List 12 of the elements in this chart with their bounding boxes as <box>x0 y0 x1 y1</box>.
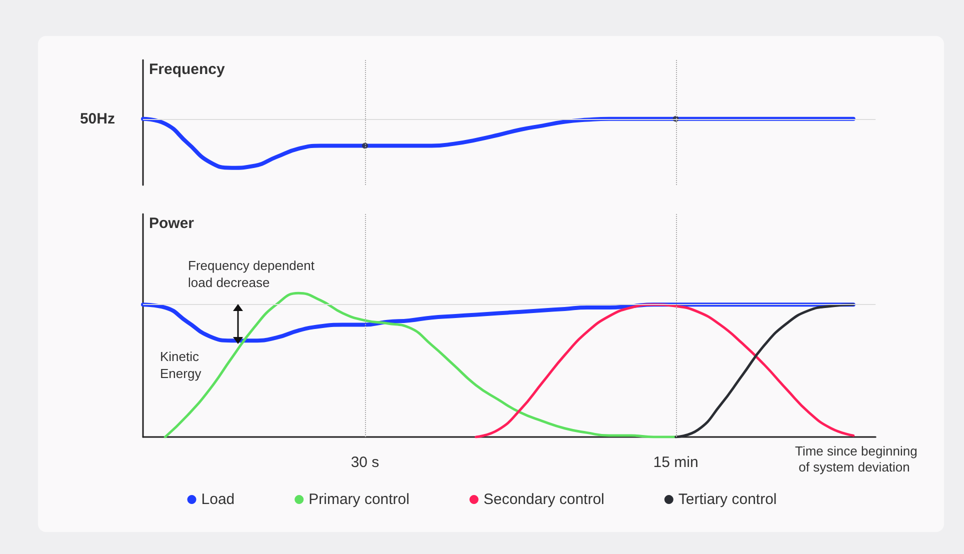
annotation: Kinetic Energy <box>160 349 203 381</box>
x-tick-label: 30 s <box>350 454 380 471</box>
y-axis-title: Power <box>149 215 194 232</box>
ref-line-label: 50Hz <box>80 110 115 128</box>
text: Frequency dependent load decrease <box>188 258 318 290</box>
legend-label: Tertiary control <box>678 491 777 508</box>
legend-label: Secondary control <box>483 491 604 508</box>
legend-label: Load <box>201 491 235 508</box>
x-tick-label: 15 min <box>653 454 698 471</box>
y-axis-title: Frequency <box>149 61 226 78</box>
x-axis-title: Time since beginning of system deviation <box>795 444 918 474</box>
legend-label: Primary control <box>308 491 410 508</box>
